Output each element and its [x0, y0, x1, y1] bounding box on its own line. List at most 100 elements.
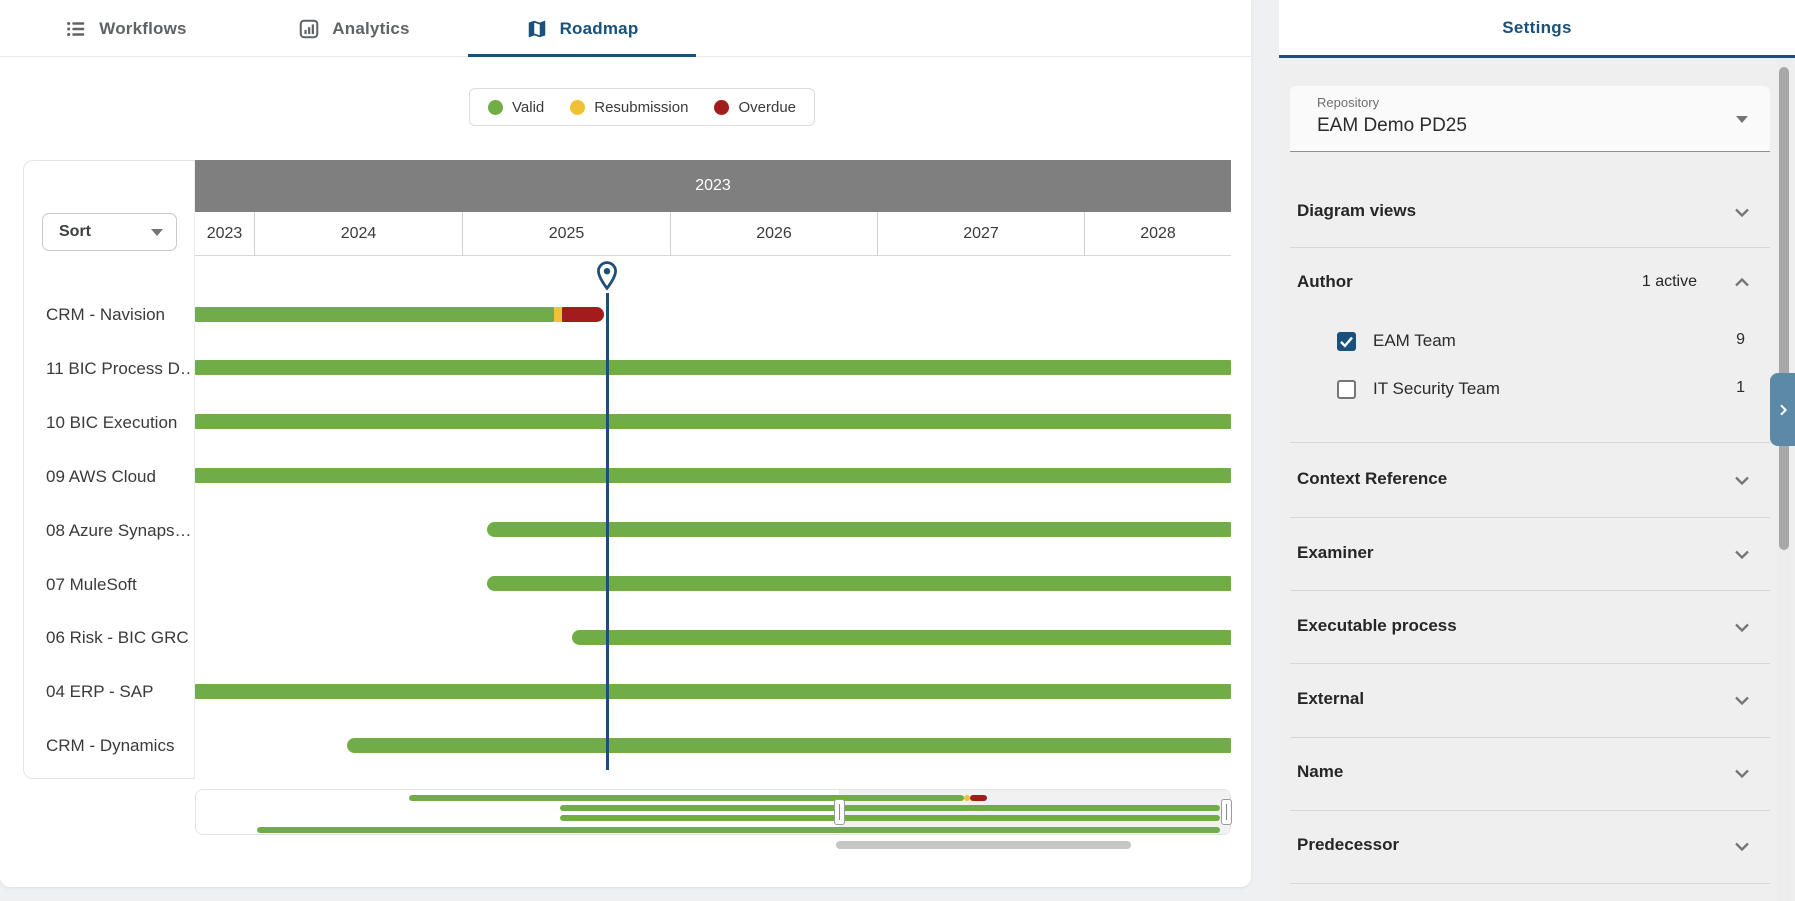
gantt-bar-valid[interactable] [572, 629, 1231, 645]
today-line [605, 293, 609, 770]
gantt-bar-resubmission[interactable] [554, 306, 562, 322]
minimap-bar-valid [560, 805, 1220, 811]
gantt-bar-valid[interactable] [487, 522, 1231, 538]
gantt-row-label[interactable]: 09 AWS Cloud [46, 466, 156, 486]
author-item-label: IT Security Team [1373, 379, 1500, 398]
author-item-count: 1 [1736, 379, 1745, 396]
author-filter-it-security-team[interactable]: IT Security Team 1 [1279, 375, 1795, 405]
legend-resubmission-label: Resubmission [594, 98, 689, 116]
chevron-down-icon[interactable] [1730, 761, 1754, 785]
workflows-list-icon [65, 18, 87, 40]
legend-item-valid: Valid [488, 99, 544, 116]
chevron-down-icon[interactable] [1730, 688, 1754, 712]
gantt-bar-valid[interactable] [195, 683, 1231, 699]
sort-label: Sort [59, 223, 91, 240]
timeline-minimap[interactable] [195, 789, 1232, 835]
section-label: Executable process [1297, 616, 1457, 635]
horizontal-scrollbar-thumb[interactable] [836, 841, 1131, 849]
tab-roadmap[interactable]: Roadmap [468, 0, 696, 57]
minimap-bar-valid [409, 795, 964, 801]
gantt-bar-valid[interactable] [195, 306, 554, 322]
gantt-row-label[interactable]: 04 ERP - SAP [46, 682, 154, 702]
year-axis: 2023 2024 2025 2026 2027 2028 [195, 212, 1231, 256]
overdue-dot-icon [714, 99, 730, 115]
roadmap-panel: Workflows Analytics Roadmap Valid Resubm… [0, 0, 1251, 887]
divider [1290, 442, 1770, 443]
resubmission-dot-icon [570, 99, 586, 115]
section-author-label: Author [1297, 272, 1353, 291]
settings-title-underline [1279, 55, 1795, 58]
minimap-right-handle[interactable] [1221, 799, 1232, 825]
divider [1290, 737, 1770, 738]
chevron-down-icon[interactable] [1730, 834, 1754, 858]
divider [1290, 247, 1770, 248]
status-legend: Valid Resubmission Overdue [469, 88, 816, 126]
divider [1290, 883, 1770, 884]
gantt-row-label[interactable]: CRM - Navision [46, 305, 166, 324]
gantt-bar-valid[interactable] [347, 737, 1231, 753]
gantt-bar-overdue[interactable] [562, 306, 604, 322]
repository-select[interactable]: Repository EAM Demo PD25 [1290, 86, 1770, 152]
legend-item-overdue: Overdue [714, 99, 796, 116]
settings-title: Settings [1279, 0, 1795, 55]
gantt-row-label[interactable]: 07 MuleSoft [46, 574, 137, 594]
gantt-bar-valid[interactable] [195, 468, 1231, 484]
roadmap-map-icon [526, 18, 548, 40]
legend-valid-label: Valid [512, 98, 545, 116]
tab-bar: Workflows Analytics Roadmap [0, 0, 1251, 57]
settings-panel: Settings Repository EAM Demo PD25 Diagra… [1279, 0, 1795, 901]
gantt-row-label[interactable]: 10 BIC Execution [46, 412, 178, 432]
section-label: Name [1297, 762, 1344, 781]
chevron-down-icon[interactable] [1730, 468, 1754, 492]
active-tab-underline [468, 54, 696, 57]
section-label: Context Reference [1297, 469, 1448, 488]
process-list-panel: Sort CRM - Navision 11 BIC Process D… 10 B… [23, 160, 195, 779]
divider [1290, 663, 1770, 664]
gantt-row-label[interactable]: 08 Azure Synaps… [46, 520, 190, 540]
legend-overdue-label: Overdue [738, 98, 797, 116]
tab-workflows-label: Workflows [99, 18, 187, 38]
author-item-count: 9 [1736, 331, 1745, 348]
gantt-bar-valid[interactable] [195, 414, 1231, 430]
gantt-bar-valid[interactable] [195, 360, 1231, 376]
gantt-row-label[interactable]: 11 BIC Process D… [46, 358, 190, 378]
checkbox-checked-icon[interactable] [1337, 332, 1356, 351]
tab-roadmap-label: Roadmap [559, 18, 639, 38]
analytics-chart-icon [298, 18, 320, 40]
year-tick-2027: 2027 [877, 212, 1084, 256]
author-filter-eam-team[interactable]: EAM Team 9 [1279, 327, 1795, 357]
today-marker-pin-icon[interactable] [594, 261, 620, 291]
legend-item-resubmission: Resubmission [570, 99, 688, 116]
chevron-down-icon[interactable] [1730, 200, 1754, 224]
gantt-row-label[interactable]: CRM - Dynamics [46, 736, 175, 756]
minimap-left-handle[interactable] [834, 799, 845, 825]
panel-expand-handle[interactable] [1770, 373, 1795, 446]
section-label: Examiner [1297, 543, 1374, 562]
section-diagram-views-label: Diagram views [1297, 201, 1417, 220]
divider [1290, 517, 1770, 518]
divider [1290, 810, 1770, 811]
vertical-scrollbar-thumb[interactable] [1779, 67, 1789, 550]
repository-label: Repository [1317, 95, 1380, 110]
gantt-bar-valid[interactable] [487, 576, 1231, 591]
year-tick-2023: 2023 [206, 225, 243, 242]
chevron-up-icon[interactable] [1730, 271, 1754, 295]
chevron-down-icon[interactable] [1730, 615, 1754, 639]
section-label: External [1297, 689, 1365, 708]
tab-workflows[interactable]: Workflows [12, 0, 240, 57]
gantt-row-label[interactable]: 06 Risk - BIC GRC [46, 628, 189, 648]
valid-dot-icon [488, 99, 503, 115]
checkbox-unchecked-icon[interactable] [1337, 380, 1356, 399]
repository-value: EAM Demo PD25 [1317, 115, 1467, 136]
tab-analytics[interactable]: Analytics [240, 0, 468, 57]
sort-dropdown[interactable]: Sort [42, 213, 177, 251]
gantt-chart-area [195, 256, 1231, 772]
year-tick-2024: 2024 [254, 212, 462, 256]
year-tick-2026: 2026 [670, 212, 877, 256]
section-label: Predecessor [1297, 835, 1400, 854]
minimap-bar-resubmission [964, 795, 970, 801]
divider [1290, 590, 1770, 591]
minimap-bar-valid [257, 827, 1220, 833]
tab-analytics-label: Analytics [332, 18, 410, 38]
chevron-down-icon[interactable] [1730, 542, 1754, 566]
